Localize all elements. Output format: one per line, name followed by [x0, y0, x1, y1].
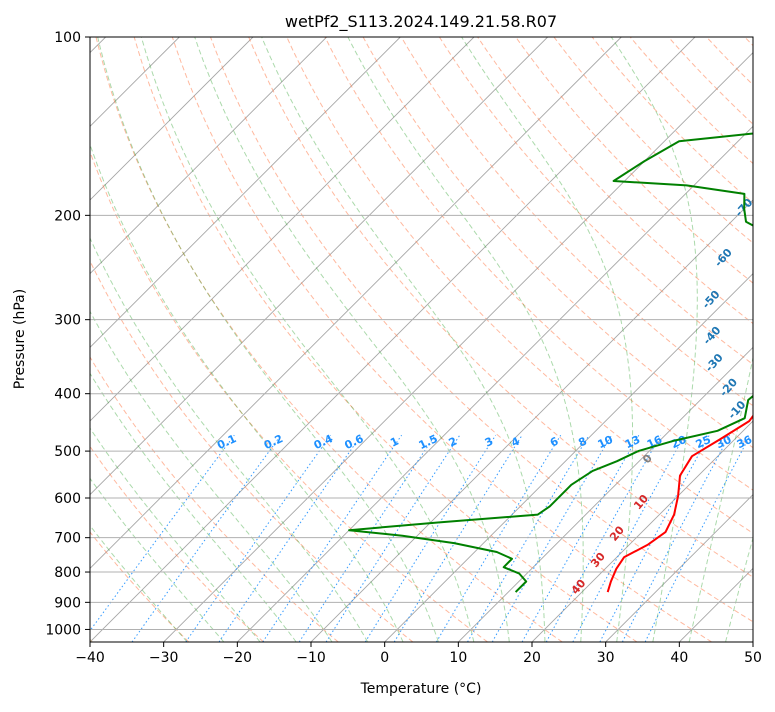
y-tick-label: 700	[54, 531, 81, 547]
y-tick-label: 300	[54, 313, 81, 329]
x-tick-label: 10	[449, 650, 467, 666]
x-tick-label: −30	[149, 650, 179, 666]
y-tick-label: 900	[54, 595, 81, 611]
y-tick-label: 500	[54, 444, 81, 460]
y-axis-title: Pressure (hPa)	[12, 289, 28, 389]
y-tick-label: 400	[54, 387, 81, 403]
x-tick-label: −10	[296, 650, 326, 666]
chart-title: wetPf2_S113.2024.149.21.58.R07	[285, 12, 557, 32]
x-tick-label: 50	[744, 650, 762, 666]
x-tick-label: 30	[597, 650, 615, 666]
x-tick-label: 40	[670, 650, 688, 666]
x-tick-label: 0	[380, 650, 389, 666]
y-tick-label: 800	[54, 565, 81, 581]
x-tick-label: 20	[523, 650, 541, 666]
y-tick-label: 1000	[45, 622, 81, 638]
x-tick-label: −40	[75, 650, 105, 666]
y-tick-label: 200	[54, 208, 81, 224]
y-tick-label: 600	[54, 491, 81, 507]
y-tick-label: 100	[54, 30, 81, 46]
x-tick-label: −20	[223, 650, 253, 666]
x-axis-title: Temperature (°C)	[360, 681, 482, 697]
